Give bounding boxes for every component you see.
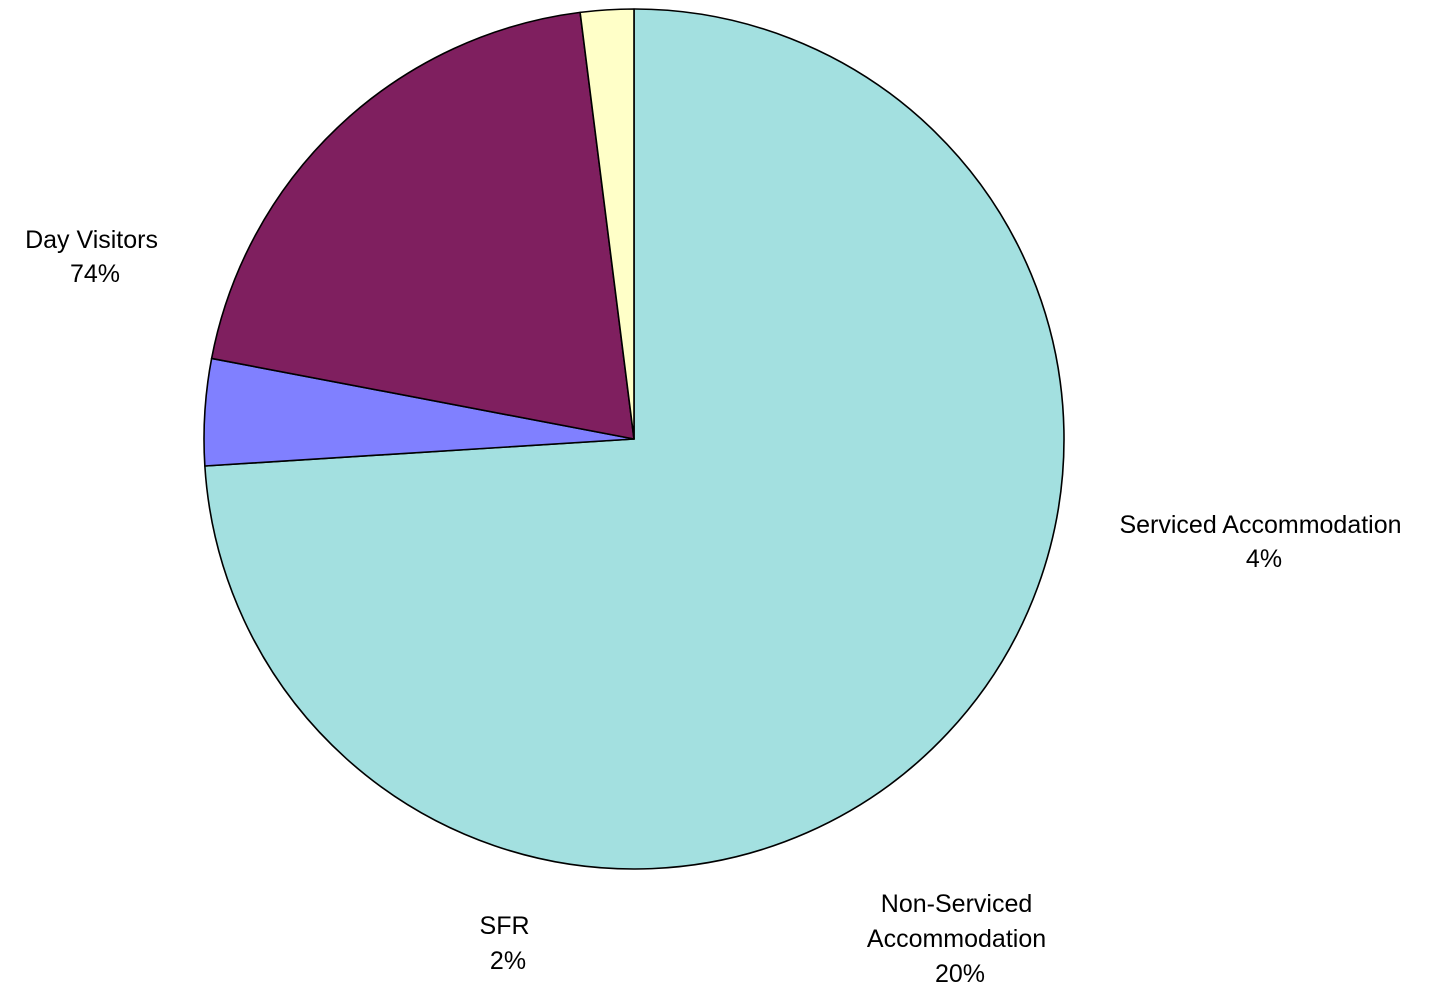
pie-slices bbox=[203, 8, 1065, 870]
slice-label-day-visitors-name: Day Visitors bbox=[25, 226, 158, 254]
pie-slice-non-serviced-accommodation bbox=[210, 11, 635, 440]
slice-label-non-serviced-line2: Accommodation bbox=[867, 925, 1046, 953]
slice-label-sfr: SFR 2% bbox=[480, 912, 537, 975]
slice-label-sfr-name: SFR bbox=[480, 912, 530, 940]
pie-slice-sfr bbox=[579, 8, 635, 440]
slice-label-day-visitors: Day Visitors 74% bbox=[25, 226, 165, 288]
pie-labels: Day Visitors 74% Serviced Accommodation … bbox=[25, 226, 1408, 988]
slice-label-sfr-value: 2% bbox=[490, 947, 526, 975]
slice-label-day-visitors-value: 74% bbox=[70, 260, 120, 288]
slice-label-non-serviced-accommodation: Non-Serviced Accommodation 20% bbox=[867, 890, 1053, 988]
slice-label-serviced-accommodation: Serviced Accommodation 4% bbox=[1119, 511, 1408, 573]
slice-label-non-serviced-line1: Non-Serviced bbox=[881, 890, 1032, 918]
slice-label-serviced-accommodation-name: Serviced Accommodation bbox=[1119, 511, 1401, 539]
slice-label-serviced-accommodation-value: 4% bbox=[1246, 545, 1282, 573]
slice-label-non-serviced-accommodation-value: 20% bbox=[935, 960, 985, 988]
